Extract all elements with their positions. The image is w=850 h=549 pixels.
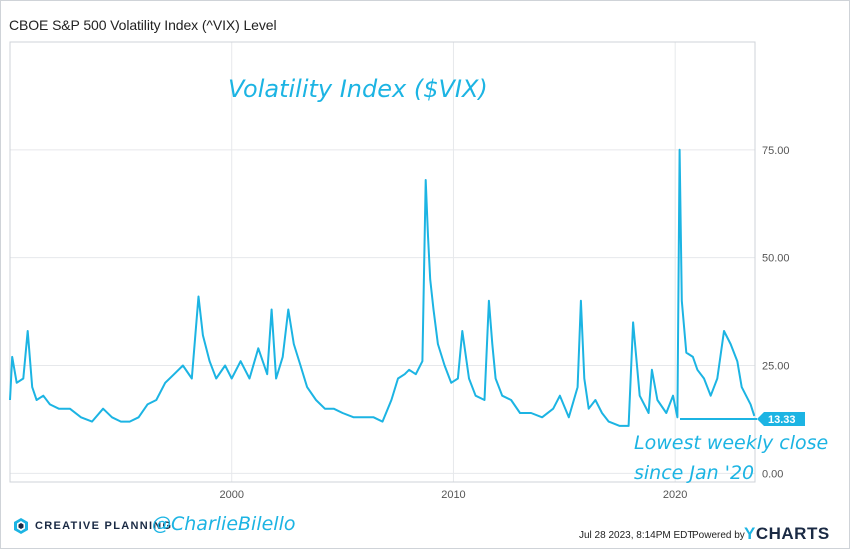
annotation-note-line1: Lowest weekly close	[634, 432, 828, 454]
plot-area-border	[9, 41, 756, 483]
author-handle: @CharlieBilello	[152, 513, 296, 535]
vix-series-line	[9, 148, 756, 427]
powered-by-text: Powered by	[692, 530, 745, 541]
x-axis-ticks: 2000 2010 2020	[219, 489, 687, 501]
grid-lines	[10, 42, 755, 482]
last-value-marker: 13.33	[680, 412, 805, 426]
y-tick-label: 50.00	[762, 253, 790, 265]
last-value-badge	[757, 412, 805, 426]
ycharts-logo-rest: CHARTS	[755, 524, 830, 543]
chart-title: CBOE S&P 500 Volatility Index (^VIX) Lev…	[9, 17, 277, 33]
x-tick-label: 2000	[219, 489, 243, 501]
annotation-title: Volatility Index ($VIX)	[228, 75, 488, 103]
y-tick-label: 0.00	[762, 468, 783, 480]
x-tick-label: 2010	[441, 489, 465, 501]
y-axis-ticks: 0.00 25.00 50.00 75.00	[762, 145, 790, 481]
timestamp: Jul 28 2023, 8:14PM EDT.	[579, 530, 696, 541]
series-layer	[9, 148, 756, 427]
y-tick-label: 75.00	[762, 145, 790, 157]
annotation-note-line2: since Jan '20	[634, 462, 754, 484]
ycharts-logo[interactable]: YCHARTS	[744, 524, 830, 544]
brand-name: CREATIVE PLANNING	[35, 520, 173, 532]
y-tick-label: 25.00	[762, 361, 790, 373]
last-value-label: 13.33	[768, 414, 796, 426]
creative-planning-brand: CREATIVE PLANNING	[12, 517, 172, 535]
ycharts-logo-y: Y	[744, 524, 756, 543]
x-tick-label: 2020	[663, 489, 687, 501]
creative-planning-logo-icon	[14, 518, 28, 534]
